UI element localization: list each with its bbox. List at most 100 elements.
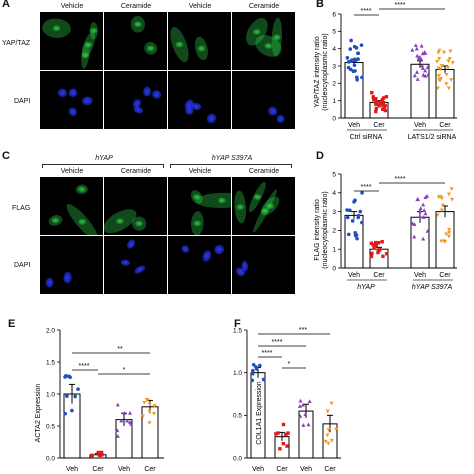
panel-a-dapi-image-3 [168, 71, 231, 129]
data-point [122, 411, 127, 415]
data-point [440, 203, 445, 208]
data-point [449, 187, 454, 192]
chart-d-group-2: hYAP S397A [412, 284, 453, 291]
chart-f-plot: 0.0 0.5 1.0 1.5 [233, 327, 341, 462]
data-point [274, 432, 278, 436]
data-point [383, 108, 388, 113]
data-point [276, 431, 280, 435]
chart-f-sig-1: **** [272, 339, 283, 346]
panel-letter-f: F [234, 318, 241, 330]
y-tick-label: 0.5 [233, 413, 242, 420]
data-point [373, 240, 378, 245]
data-point [436, 74, 441, 78]
data-point [261, 377, 266, 382]
chart-d-xtick-4: Cer [439, 272, 451, 279]
bar [298, 410, 314, 459]
data-point [384, 95, 389, 99]
chart-e-sig-1: **** [79, 363, 90, 370]
data-point [250, 371, 255, 376]
data-point [307, 399, 312, 404]
chart-f-sig-4: *** [299, 327, 307, 334]
data-point [372, 97, 376, 102]
data-point [439, 239, 444, 244]
data-point [250, 378, 255, 383]
chart-e-xtick-3: Veh [118, 466, 130, 473]
data-point [147, 421, 152, 425]
data-point [353, 69, 357, 73]
data-point [419, 43, 424, 48]
data-point [258, 363, 262, 368]
data-point [437, 48, 442, 53]
data-point [67, 374, 71, 379]
data-point [346, 232, 351, 237]
data-point [356, 215, 361, 220]
data-point [325, 433, 330, 438]
panel-a-row-yaptaz: YAP/TAZ [2, 40, 31, 47]
chart-f: COL1A1 Expression 0.00.51.01.5 **** ****… [233, 327, 341, 473]
data-point [446, 59, 451, 64]
chart-e-sig-2: * [123, 367, 126, 374]
chart-e-ylabel: ACTA2 Expression [35, 384, 42, 443]
data-point [437, 57, 442, 61]
data-point [420, 66, 425, 70]
data-point [425, 72, 430, 77]
data-point [412, 234, 417, 239]
panel-c-stain-image-3 [168, 177, 231, 235]
y-tick-label: 1.0 [233, 370, 242, 377]
data-point [377, 104, 381, 108]
data-point [415, 197, 420, 202]
y-tick-label: 0.0 [233, 455, 242, 462]
data-point [421, 236, 426, 241]
y-tick-label: 1 [332, 247, 336, 254]
data-point [90, 453, 94, 458]
data-point [281, 441, 286, 446]
y-tick-label: 6 [332, 11, 336, 18]
data-point [415, 77, 420, 81]
data-point [421, 202, 426, 207]
data-point [370, 251, 374, 256]
panel-letter-c: C [2, 150, 10, 162]
panel-c-dapi-image-2 [104, 236, 167, 294]
y-tick-label: 2 [332, 228, 336, 235]
data-point [352, 63, 357, 68]
data-point [326, 428, 331, 432]
data-point [436, 50, 441, 55]
data-point [359, 43, 364, 47]
panel-c-cond-1: Vehicle [60, 168, 84, 175]
data-point [281, 422, 286, 427]
data-point [354, 233, 359, 237]
panel-letter-d: D [316, 150, 324, 162]
panel-c-row-flag: FLAG [12, 205, 31, 212]
data-point [355, 236, 359, 241]
data-point [348, 208, 352, 213]
data-point [416, 56, 421, 60]
data-point [358, 209, 363, 214]
data-point [380, 99, 385, 103]
data-point [128, 410, 133, 415]
data-point [423, 211, 428, 216]
data-point [444, 232, 449, 237]
y-tick-label: 0 [332, 115, 336, 122]
data-point [345, 215, 350, 220]
bar [63, 393, 81, 459]
data-point [301, 423, 306, 427]
data-point [346, 60, 351, 64]
panel-c-cond-2: Ceramide [120, 168, 152, 175]
data-point [384, 252, 389, 256]
data-point [449, 78, 454, 82]
data-point [444, 72, 449, 77]
data-point [381, 103, 385, 107]
panel-c-bracket-2 [170, 164, 292, 168]
data-point [425, 65, 430, 70]
data-point [303, 412, 308, 417]
panel-a-row-dapi: DAPI [14, 98, 31, 105]
data-point [450, 197, 455, 202]
data-point [369, 254, 374, 259]
panel-a-stain-image-2 [104, 12, 167, 70]
data-point [152, 404, 157, 408]
data-point [251, 368, 255, 373]
data-point [63, 411, 68, 416]
data-point [438, 67, 443, 72]
chart-d-ylabel-line2: (nucleocytoplasmic ratio) [322, 191, 329, 268]
data-point [447, 231, 452, 235]
